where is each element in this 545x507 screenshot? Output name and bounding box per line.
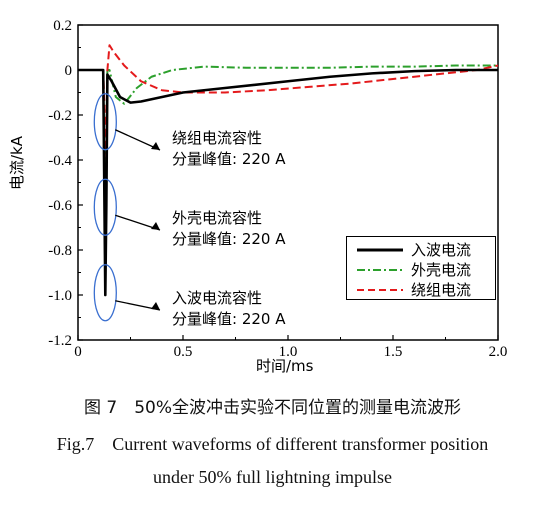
annotation-shell-line1: 外壳电流容性	[172, 209, 263, 227]
series-line-0	[78, 68, 498, 297]
legend-swatch-incoming	[357, 248, 403, 252]
y-tick-label-6: -1.0	[48, 288, 72, 304]
y-axis-label: 电流/kA	[8, 135, 26, 190]
caption-english-line1: Fig.7 Current waveforms of different tra…	[56, 434, 489, 454]
legend-label-incoming: 入波电流	[411, 241, 472, 259]
y-tick-label-0: 0.2	[53, 18, 72, 34]
annotation-arrowhead-0	[151, 142, 160, 150]
y-tick-label-2: -0.2	[48, 108, 72, 124]
x-tick-label-3: 1.5	[384, 344, 403, 360]
annotation-winding-line1: 绕组电流容性	[172, 129, 263, 147]
annotation-arrowhead-1	[151, 222, 160, 230]
annotation-ellipse-1	[93, 178, 117, 236]
x-tick-label-1: 0.5	[174, 344, 193, 360]
annotation-incoming-line1: 入波电流容性	[172, 289, 263, 307]
annotation-winding-line2: 分量峰值: 220 A	[172, 150, 286, 168]
annotation-shell: 外壳电流容性 分量峰值: 220 A	[172, 208, 285, 250]
y-tick-label-4: -0.6	[48, 198, 72, 214]
annotation-arrow-0	[115, 129, 161, 151]
legend-label-shell: 外壳电流	[411, 261, 472, 279]
x-axis-label: 时间/ms	[256, 357, 314, 375]
annotation-incoming-line2: 分量峰值: 220 A	[172, 310, 286, 328]
y-tick-label-1: 0	[65, 63, 73, 79]
x-tick-label-4: 2.0	[489, 344, 508, 360]
y-tick-label-7: -1.2	[48, 333, 72, 349]
series-lines	[78, 44, 499, 297]
legend: 入波电流 外壳电流 绕组电流	[346, 236, 496, 300]
x-tick-label-0: 0	[74, 344, 82, 360]
annotation-shell-line2: 分量峰值: 220 A	[172, 230, 286, 248]
legend-item-incoming: 入波电流	[355, 241, 495, 259]
legend-swatch-winding	[357, 289, 403, 291]
caption-english-line2: under 50% full lightning impulse	[153, 467, 392, 487]
series-line-1	[78, 64, 498, 229]
caption-chinese: 图 7 50%全波冲击实验不同位置的测量电流波形	[83, 398, 461, 418]
annotation-incoming: 入波电流容性 分量峰值: 220 A	[172, 288, 285, 330]
annotation-ellipse-0	[93, 93, 117, 151]
y-tick-label-3: -0.4	[48, 153, 72, 169]
tick-labels: 0.20-0.2-0.4-0.6-0.8-1.0-1.20 0.5 1.0 1.5 2.…	[48, 18, 507, 360]
legend-item-shell: 外壳电流	[355, 261, 495, 279]
legend-item-winding: 绕组电流	[355, 281, 495, 299]
annotation-arrowhead-2	[151, 302, 160, 310]
x-tick-label-2: 1.0	[279, 344, 298, 360]
y-tick-label-5: -0.8	[48, 243, 72, 259]
annotation-marks	[93, 93, 161, 322]
annotation-winding: 绕组电流容性 分量峰值: 220 A	[172, 128, 285, 170]
annotation-ellipse-2	[93, 264, 117, 322]
tick-marks	[77, 24, 499, 341]
chart: 0.20-0.2-0.4-0.6-0.8-1.0-1.20 0.5 1.0 1.5 2.…	[48, 18, 507, 360]
legend-swatch-shell	[357, 269, 403, 271]
legend-label-winding: 绕组电流	[411, 281, 472, 299]
